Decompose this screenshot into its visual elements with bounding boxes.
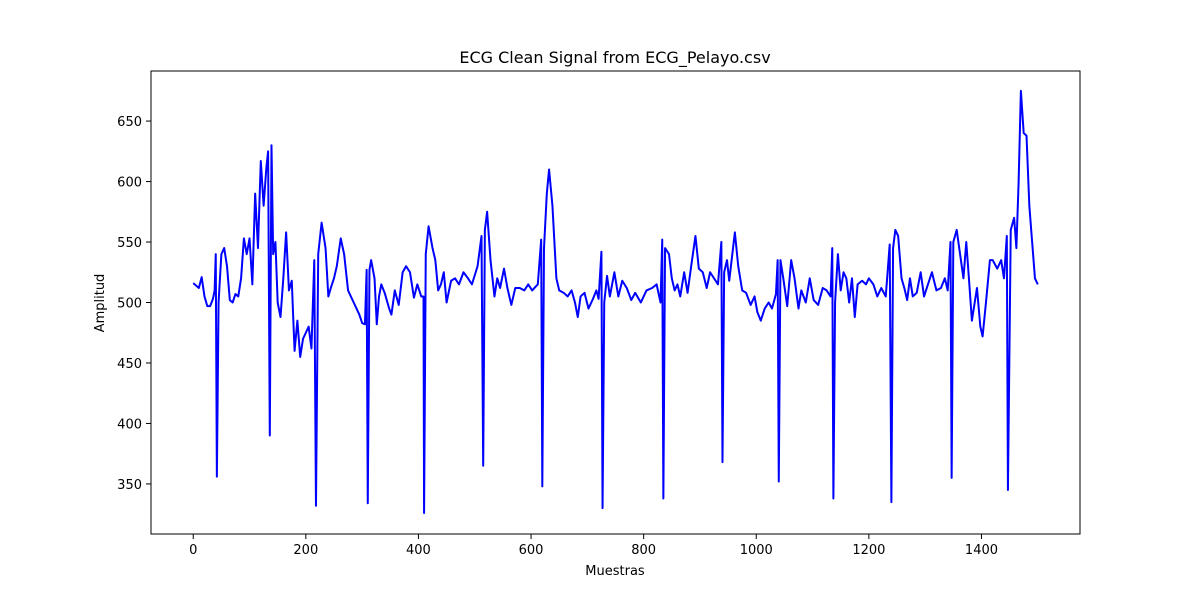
y-tick-label: 450 <box>117 357 142 372</box>
x-tick-label: 400 <box>406 543 431 558</box>
y-axis-label: Amplitud <box>93 274 108 333</box>
y-tick-label: 400 <box>117 417 142 432</box>
x-tick-label: 1200 <box>852 543 885 558</box>
x-tick-label: 1000 <box>740 543 773 558</box>
x-axis-label: Muestras <box>585 564 645 579</box>
x-tick-label: 1400 <box>965 543 998 558</box>
x-tick-label: 200 <box>293 543 318 558</box>
y-tick-label: 350 <box>117 478 142 493</box>
line-series <box>192 89 1039 514</box>
chart-title: ECG Clean Signal from ECG_Pelayo.csv <box>459 48 770 68</box>
x-tick-label: 0 <box>189 543 197 558</box>
y-tick-label: 650 <box>117 115 142 130</box>
plot-frame <box>150 70 1081 535</box>
y-tick-label: 550 <box>117 236 142 251</box>
y-tick-label: 500 <box>117 297 142 312</box>
x-tick-label: 600 <box>519 543 544 558</box>
y-tick-label: 600 <box>117 176 142 191</box>
x-tick-label: 800 <box>631 543 656 558</box>
